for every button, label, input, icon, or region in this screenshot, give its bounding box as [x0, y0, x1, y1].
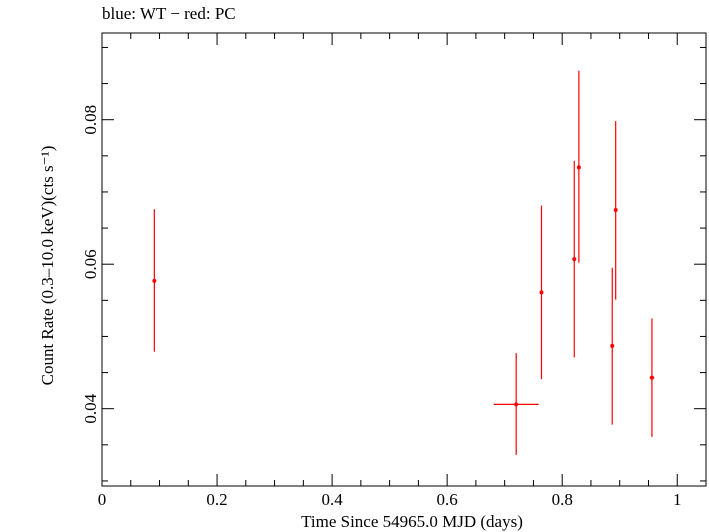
x-tick-label: 0 [98, 490, 107, 509]
data-point [610, 343, 615, 348]
data-point [649, 375, 654, 380]
plot-frame [101, 32, 707, 487]
y-axis-label: Count Rate (0.3–10.0 keV)(cts s⁻¹) [38, 146, 57, 386]
x-tick-label: 1 [673, 490, 682, 509]
data-point [539, 290, 544, 295]
data-point [152, 278, 157, 283]
data-point [572, 257, 577, 262]
chart-header: blue: WT − red: PC [102, 4, 236, 23]
y-tick-label: 0.08 [81, 105, 100, 135]
x-tick-label: 0.2 [206, 490, 227, 509]
x-axis-label: Time Since 54965.0 MJD (days) [301, 512, 523, 531]
x-tick-label: 0.4 [321, 490, 343, 509]
data-point [576, 165, 581, 170]
data-point [514, 402, 519, 407]
y-tick-label: 0.06 [81, 249, 100, 279]
y-tick-label: 0.04 [81, 393, 100, 423]
data-point [613, 208, 618, 213]
x-tick-label: 0.8 [552, 490, 573, 509]
x-tick-label: 0.6 [437, 490, 458, 509]
